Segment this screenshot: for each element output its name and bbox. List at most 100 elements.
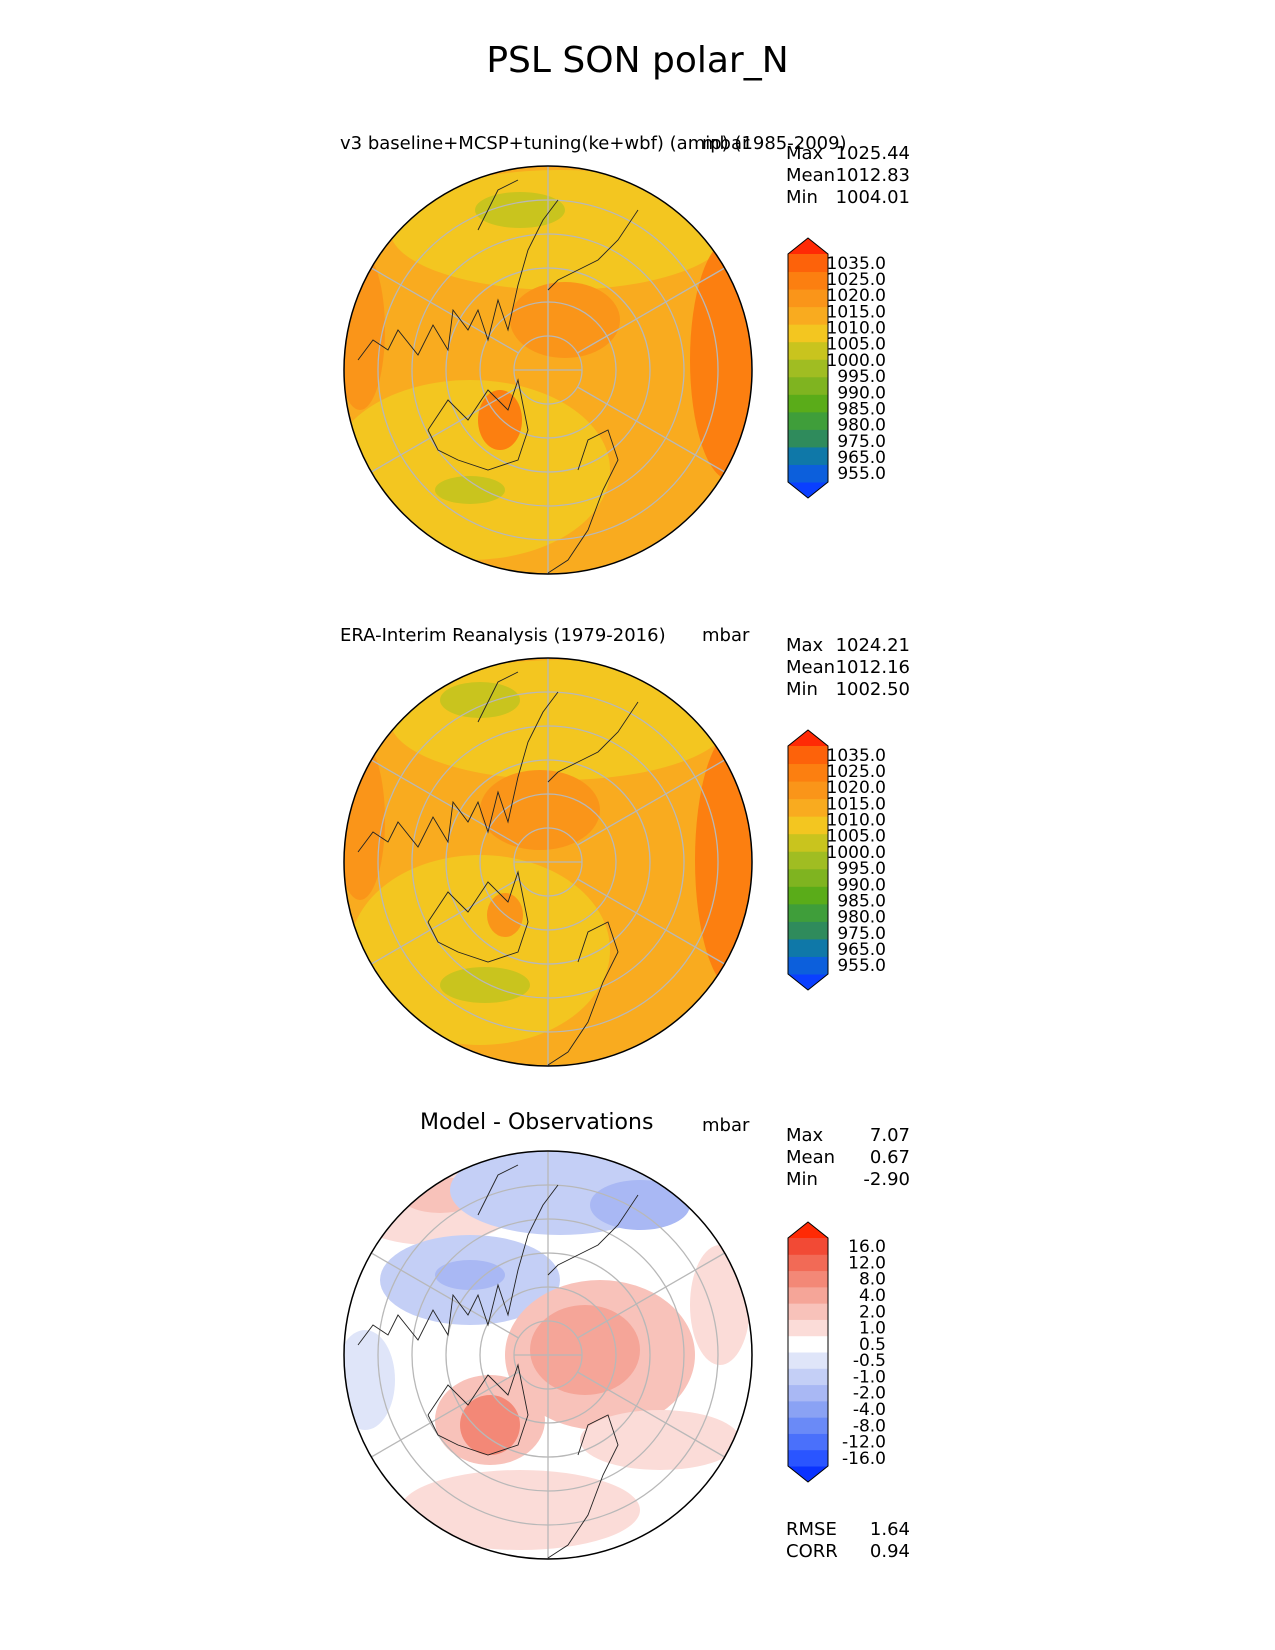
colorbar-tick-label: 8.0 [859,1270,886,1290]
colorbar-segment [788,868,828,887]
coastline [477,179,519,231]
colorbar-tick-label: 985.0 [837,892,886,912]
colorbar-tick-label: 4.0 [859,1286,886,1306]
figure-title: PSL SON polar_N [486,40,789,81]
colorbar-tick-label: 1010.0 [827,811,886,831]
colorbar-tick-label: 975.0 [837,432,886,452]
map-overlay [344,1151,752,1559]
coastline [357,1184,559,1346]
coastline [547,1414,619,1559]
colorbar-tick-label: -16.0 [842,1449,886,1469]
colorbar-tick-label: 1005.0 [827,335,886,355]
colorbar-tick-label: 1010.0 [827,319,886,339]
panel-title-diff: Model - Observations [420,1110,654,1135]
longitude-gridline [371,1252,519,1339]
colorbar-segment [788,429,828,448]
stat-min: Min 1004.01 [786,187,910,208]
longitude-gridline [577,759,725,846]
colorbar-segment [788,816,828,835]
coastline [547,429,619,574]
colorbar-segment [788,781,828,800]
colorbar-extend-high [788,730,828,746]
longitude-gridline [371,1371,519,1458]
colorbar-outline [787,1221,829,1483]
colorbar-tick-label: -12.0 [842,1433,886,1453]
longitude-gridline [577,1371,725,1458]
colorbar-tick-label: 995.0 [837,859,886,879]
colorbar-segment [788,886,828,905]
colorbar-tick-label: -1.0 [853,1367,886,1387]
panel-units-diff: mbar [702,1115,750,1136]
coastline [547,1194,639,1276]
colorbar-outline [787,729,829,991]
coastline [427,1363,529,1456]
colorbar-tick-label: 955.0 [837,464,886,484]
stat-rmse: RMSE 1.64 [786,1519,910,1540]
panel-units-model: mbar [702,133,750,154]
colorbar-segment [788,1352,828,1369]
colorbar-segment [788,254,828,273]
stat-min: Min 1002.50 [786,679,910,700]
map-overlay [344,658,752,1066]
longitude-gridline [577,267,725,354]
colorbar-segment [788,446,828,465]
colorbar-tick-label: 985.0 [837,400,886,420]
colorbar-segment [788,376,828,395]
colorbar-segment [788,271,828,290]
colorbar-segment [788,1384,828,1402]
colorbar-tick-label: 12.0 [848,1253,886,1273]
colorbar-extend-high [788,1222,828,1238]
colorbar-segment [788,833,828,852]
colorbar-tick-label: -4.0 [853,1400,886,1420]
coastline [427,870,529,963]
colorbar-tick-label: 990.0 [837,383,886,403]
coastline [357,691,559,853]
colorbar-tick-label: 965.0 [837,448,886,468]
coastline [427,378,529,471]
colorbar-extend-low [788,974,828,990]
colorbar-segment [788,464,828,483]
colorbar-tick-label: -0.5 [853,1351,886,1371]
longitude-gridline [577,878,725,965]
colorbar-tick-label: -2.0 [853,1384,886,1404]
colorbar-tick-label: 1005.0 [827,827,886,847]
colorbar-segment [788,1335,828,1353]
panel-units-obs: mbar [702,625,750,646]
colorbar-tick-label: 1020.0 [827,286,886,306]
colorbar-tick-label: 1015.0 [827,302,886,322]
longitude-gridline [577,386,725,473]
colorbar-tick-label: 1035.0 [827,254,886,274]
colorbar-tick-label: 980.0 [837,416,886,436]
colorbar-segment [788,921,828,940]
colorbar-segment [788,956,828,975]
colorbar-segment [788,1270,828,1288]
stat-mean: Mean 1012.83 [786,165,910,186]
longitude-gridline [371,878,519,965]
colorbar-tick-label: 1025.0 [827,762,886,782]
longitude-gridline [577,1252,725,1339]
colorbar-tick-label: 2.0 [859,1302,886,1322]
stat-max: Max 1024.21 [786,635,910,656]
colorbar-segment [788,324,828,343]
colorbar-tick-label: 0.5 [859,1335,886,1355]
colorbar-tick-label: 1000.0 [827,843,886,863]
colorbar-tick-label: 990.0 [837,875,886,895]
colorbar-segment [788,1449,828,1467]
longitude-gridline [371,386,519,473]
panel-title-model: v3 baseline+MCSP+tuning(ke+wbf) (amip) (… [340,133,847,154]
stat-mean: Mean 0.67 [786,1147,910,1168]
colorbar-tick-label: 1025.0 [827,270,886,290]
colorbar-tick-label: 1015.0 [827,794,886,814]
colorbar-segment [788,851,828,870]
colorbar-segment [788,1319,828,1337]
colorbar-segment [788,903,828,922]
coastline [477,671,519,723]
colorbar-tick-label: 1020.0 [827,778,886,798]
colorbar-segment [788,306,828,325]
colorbar-tick-label: 995.0 [837,367,886,387]
colorbar-segment [788,1400,828,1418]
colorbar-extend-high [788,238,828,254]
map-boundary [343,165,753,575]
coastline [547,921,619,1066]
coastline [477,1164,519,1216]
